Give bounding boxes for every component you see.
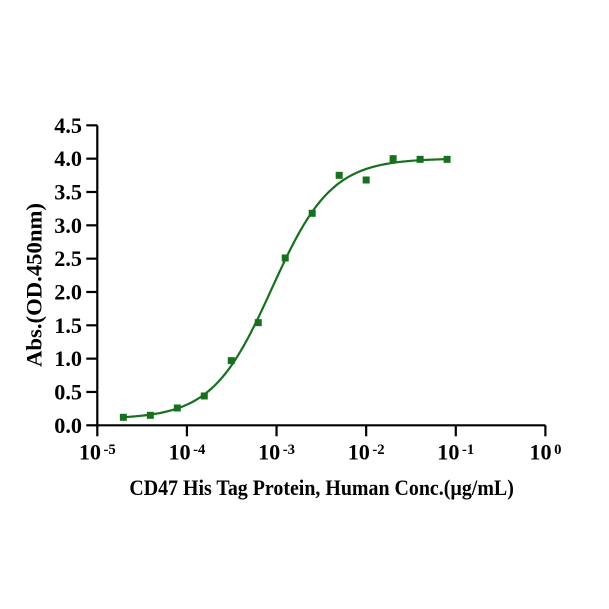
x-tick-exponent: -1 — [462, 442, 474, 458]
data-point-marker — [362, 176, 370, 184]
y-tick-label: 4.5 — [54, 113, 82, 138]
x-tick-exponent: -5 — [104, 442, 116, 458]
data-layer — [119, 155, 451, 421]
data-point-marker — [227, 357, 235, 365]
x-tick-label: 10 -4 — [168, 440, 206, 465]
axes-layer: 0.00.51.01.52.02.53.03.54.04.510 -5 10 -4 10… — [54, 113, 561, 465]
y-tick-label: 1.5 — [54, 313, 82, 338]
x-axis-title: CD47 His Tag Protein, Human Conc.(µg/mL) — [129, 475, 514, 500]
x-tick-exponent: 0 — [554, 442, 561, 458]
y-tick-label: 0.0 — [54, 413, 82, 438]
x-tick-exponent: -2 — [372, 442, 384, 458]
x-tick-mantissa: 10 — [168, 440, 190, 465]
data-point-marker — [146, 411, 154, 419]
x-tick-mantissa: 10 — [529, 440, 551, 465]
y-tick-label: 3.0 — [54, 213, 82, 238]
axis-spines — [96, 125, 546, 427]
x-tick-label: 10 -5 — [79, 440, 116, 465]
x-tick-mantissa: 10 — [79, 440, 101, 465]
y-tick-label: 0.5 — [54, 379, 82, 404]
data-point-marker — [308, 209, 316, 217]
x-tick-mantissa: 10 — [258, 440, 280, 465]
fit-curve — [122, 158, 449, 419]
data-point-marker — [200, 392, 208, 400]
data-point-marker — [281, 254, 289, 262]
x-tick-mantissa: 10 — [348, 440, 370, 465]
x-tick-exponent: -4 — [193, 442, 206, 458]
x-tick-exponent: -3 — [283, 442, 295, 458]
y-tick-label: 2.5 — [54, 246, 82, 271]
data-point-marker — [173, 404, 181, 412]
y-tick-label: 4.0 — [54, 146, 82, 171]
x-tick-mantissa: 10 — [437, 440, 459, 465]
x-tick-label: 10 0 — [529, 440, 561, 465]
y-tick-label: 1.0 — [54, 346, 82, 371]
data-point-marker — [389, 155, 397, 163]
y-tick-label: 2.0 — [54, 279, 82, 304]
x-tick-label: 10 -2 — [348, 440, 385, 465]
x-tick-label: 10 -3 — [258, 440, 295, 465]
y-axis-title: Abs.(OD.450nm) — [22, 203, 47, 367]
y-tick-label: 3.5 — [54, 179, 82, 204]
data-point-marker — [335, 171, 343, 179]
data-point-marker — [119, 413, 127, 421]
data-point-marker — [443, 155, 451, 163]
data-point-marker — [416, 155, 424, 163]
label-layer: CD47 His Tag Protein, Human Conc.(µg/mL)… — [22, 203, 514, 500]
x-tick-label: 10 -1 — [437, 440, 474, 465]
data-point-marker — [254, 319, 262, 327]
